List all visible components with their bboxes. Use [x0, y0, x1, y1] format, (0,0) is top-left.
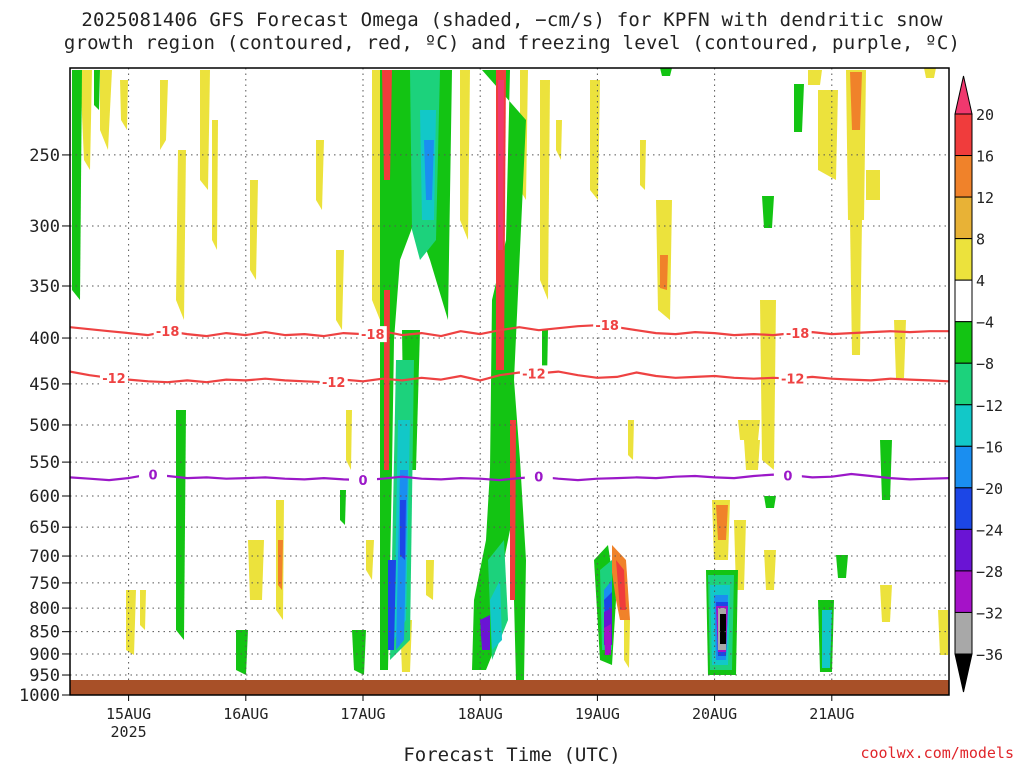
colorbar-label: −32: [976, 604, 1003, 622]
pressure-tick-label: 250: [29, 146, 60, 166]
contour-label-bg: [519, 365, 548, 382]
pressure-tick-label: 750: [29, 574, 60, 594]
colorbar-label: −36: [976, 646, 1003, 664]
colorbar-swatch: [954, 362, 973, 406]
contour-label-bg: [778, 370, 807, 387]
colorbar-label: 8: [976, 231, 985, 249]
pressure-tick-label: 350: [29, 277, 60, 297]
colorbar-label: −8: [976, 355, 994, 373]
colorbar-top-arrow: [954, 75, 973, 115]
colorbar-label: −20: [976, 480, 1003, 498]
time-tick-label: 18AUG: [458, 705, 503, 723]
x-axis-title: Forecast Time (UTC): [403, 744, 621, 766]
time-tick-label: 16AUG: [223, 705, 268, 723]
time-tick-sublabel: 2025: [111, 723, 147, 741]
contour-label-bg: [139, 466, 168, 483]
colorbar-swatch: [954, 155, 973, 198]
contour-label-bg: [524, 468, 553, 485]
pressure-tick-label: 600: [29, 487, 60, 507]
colorbar-swatch: [954, 404, 973, 447]
contour-label: 0: [358, 474, 367, 489]
chart-title-line-2: growth region (contoured, red, ºC) and f…: [63, 32, 961, 54]
contour-line-0: [70, 472, 949, 482]
contour-label-bg: [358, 326, 387, 343]
pressure-tick-label: 800: [29, 599, 60, 619]
pressure-axis: 2503003504004505005506006507007508008509…: [19, 146, 70, 706]
colorbar-label: −12: [976, 397, 1003, 415]
colorbar-swatch: [954, 321, 973, 364]
colorbar-label: 4: [976, 272, 985, 290]
contour-label: -12: [102, 372, 126, 387]
contour-label: -18: [786, 327, 810, 342]
time-tick-label: 19AUG: [575, 705, 620, 723]
time-tick-label: 17AUG: [340, 705, 385, 723]
time-tick-label: 15AUG: [106, 705, 151, 723]
colorbar-swatch: [954, 279, 973, 323]
contour-label: -18: [361, 328, 385, 343]
pressure-tick-label: 300: [29, 217, 60, 237]
colorbar-label: 16: [976, 148, 994, 166]
omega-colorbar: 20 16 12 8 4 −4 −8 −12 −16 −20 −24 −28 −32 −36: [954, 75, 1003, 693]
time-tick-label: 20AUG: [692, 705, 737, 723]
colorbar-label: −4: [976, 314, 994, 332]
contour-label-bg: [593, 317, 622, 334]
temperature-contours: -18 -18 -18 -18 -12 -12 -12 -12 0 0 0 0: [70, 317, 949, 489]
contour-label: -18: [595, 319, 619, 334]
pressure-tick-label: 850: [29, 623, 60, 643]
colorbar-label: −24: [976, 521, 1003, 539]
colorbar-swatch: [954, 238, 973, 281]
pressure-tick-label: 450: [29, 375, 60, 395]
pressure-tick-label: 400: [29, 329, 60, 349]
colorbar-label: 20: [976, 106, 994, 124]
plot-frame: [69, 67, 950, 696]
time-tick-label: 21AUG: [809, 705, 854, 723]
contour-label-bg: [349, 472, 377, 489]
colorbar-label: 12: [976, 189, 994, 207]
colorbar-swatch: [954, 196, 973, 240]
contour-label: -18: [156, 325, 180, 340]
contour-label-bg: [773, 467, 802, 484]
pressure-tick-label: 1000: [19, 686, 60, 706]
contour-label: -12: [781, 373, 805, 388]
pressure-tick-label: 550: [29, 453, 60, 473]
colorbar-swatch: [954, 487, 973, 530]
contour-label-bg: [319, 374, 348, 391]
contour-label-bg: [783, 325, 812, 342]
contour-label: 0: [148, 469, 157, 484]
colorbar-swatch: [954, 611, 973, 655]
omega-shading: [72, 68, 948, 680]
colorbar-swatch: [954, 445, 973, 489]
chart-title-line-1: 2025081406 GFS Forecast Omega (shaded, −…: [81, 9, 943, 31]
colorbar-swatch: [954, 528, 973, 572]
ground-strip: [70, 680, 949, 695]
credit-link[interactable]: coolwx.com/models: [860, 744, 1014, 762]
contour-label: -12: [522, 367, 546, 382]
pressure-tick-label: 950: [29, 666, 60, 686]
colorbar-swatch: [954, 113, 973, 157]
colorbar-label: −28: [976, 563, 1003, 581]
colorbar-swatch: [954, 570, 973, 613]
contour-label-bg: [153, 323, 182, 340]
contour-label: 0: [534, 471, 543, 486]
pressure-tick-label: 500: [29, 416, 60, 436]
colorbar-label: −16: [976, 438, 1003, 456]
pressure-tick-label: 700: [29, 547, 60, 567]
pressure-tick-label: 650: [29, 518, 60, 538]
colorbar-bottom-arrow: [954, 653, 973, 693]
contour-label: -12: [322, 376, 346, 391]
pressure-tick-label: 900: [29, 645, 60, 665]
contour-label: 0: [783, 469, 792, 484]
contour-label-bg: [99, 369, 128, 386]
